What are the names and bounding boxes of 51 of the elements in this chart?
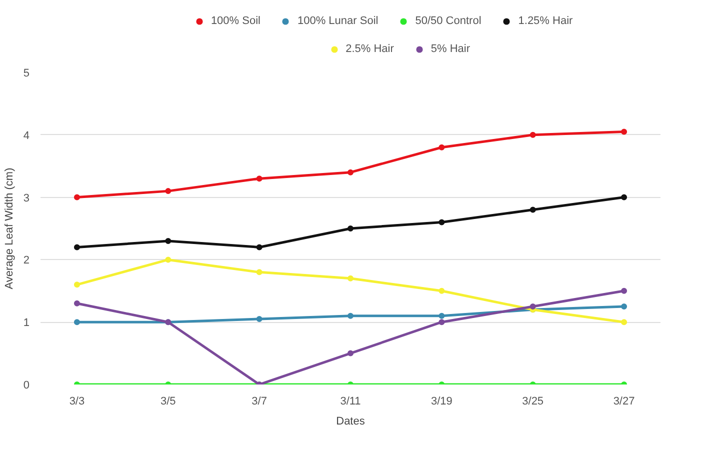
point [530, 206, 536, 213]
point [438, 312, 445, 319]
point [256, 244, 262, 250]
x-axis-title: Dates [336, 416, 366, 428]
legend-label: 2.5% Hair [346, 43, 394, 55]
point [256, 176, 262, 182]
point [348, 312, 354, 319]
point [74, 282, 80, 288]
point [165, 188, 172, 194]
y-tick-label: 0 [23, 380, 30, 392]
point [348, 226, 354, 232]
x-tick-label: 3/27 [613, 396, 635, 408]
point [74, 244, 80, 250]
point [438, 319, 445, 326]
point [74, 319, 80, 326]
x-tick-label: 3/19 [430, 396, 452, 408]
point [621, 128, 628, 135]
legend-label: 1.25% Hair [518, 15, 573, 27]
x-tick-label: 3/3 [69, 396, 85, 408]
point [530, 132, 536, 138]
y-tick-label: 2 [23, 254, 30, 267]
point [256, 316, 262, 322]
point [621, 304, 628, 310]
legend-label: 5% Hair [430, 43, 470, 55]
point [621, 194, 628, 200]
legend-label: 100% Soil [210, 15, 260, 27]
point [348, 350, 354, 356]
legend-label: 100% Lunar Soil [297, 15, 378, 27]
point [165, 238, 172, 244]
point [530, 304, 536, 310]
point [438, 144, 445, 150]
point [438, 219, 445, 226]
point [621, 288, 628, 294]
point [348, 275, 354, 282]
x-tick-label: 3/7 [252, 396, 267, 408]
point [256, 269, 262, 276]
x-tick-label: 3/25 [522, 396, 544, 408]
x-tick-label: 3/5 [160, 396, 176, 408]
point [621, 319, 628, 326]
point [74, 194, 80, 200]
y-tick-label: 5 [23, 68, 30, 80]
x-tick-label: 3/11 [340, 396, 361, 408]
y-tick-label: 1 [23, 317, 30, 330]
point [348, 169, 354, 176]
y-tick-label: 4 [23, 130, 30, 142]
point [74, 300, 80, 306]
point [438, 288, 445, 294]
y-tick-label: 3 [23, 192, 30, 204]
point [165, 256, 172, 263]
y-axis-title: Average Leaf Width (cm) [3, 168, 16, 290]
legend-label: 50/50 Control [415, 15, 482, 27]
